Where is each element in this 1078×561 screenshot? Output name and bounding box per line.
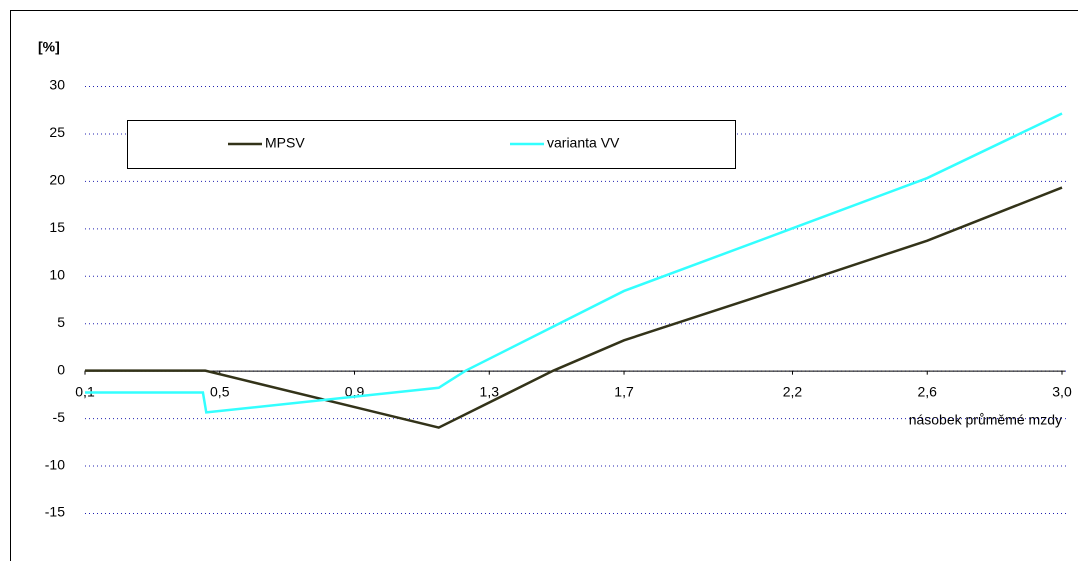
series-line — [85, 186, 1063, 429]
y-tick-label: 30 — [49, 77, 65, 93]
y-tick-label: 25 — [49, 124, 65, 140]
y-tick-label: -10 — [45, 456, 65, 472]
y-tick-label: 20 — [49, 172, 65, 188]
series-line — [85, 112, 1063, 414]
legend — [127, 120, 736, 169]
x-axis-label: násobek průměmé mzdy — [909, 412, 1062, 428]
y-axis-label: [%] — [38, 39, 60, 55]
y-tick-label: 10 — [49, 266, 65, 282]
x-tick-label: 0,5 — [210, 383, 230, 399]
y-tick-label: -5 — [53, 409, 66, 425]
y-tick-label: -15 — [45, 504, 65, 520]
y-tick-label: 5 — [57, 314, 65, 330]
legend-label: MPSV — [265, 135, 305, 151]
y-tick-label: 0 — [57, 361, 65, 377]
y-tick-label: 15 — [49, 219, 65, 235]
x-tick-label: 1,7 — [614, 383, 634, 399]
x-tick-label: 2,6 — [918, 383, 938, 399]
x-tick-label: 1,3 — [480, 383, 500, 399]
legend-label: varianta VV — [547, 135, 620, 151]
x-tick-label: 3,0 — [1052, 383, 1072, 399]
x-tick-label: 2,2 — [783, 383, 803, 399]
